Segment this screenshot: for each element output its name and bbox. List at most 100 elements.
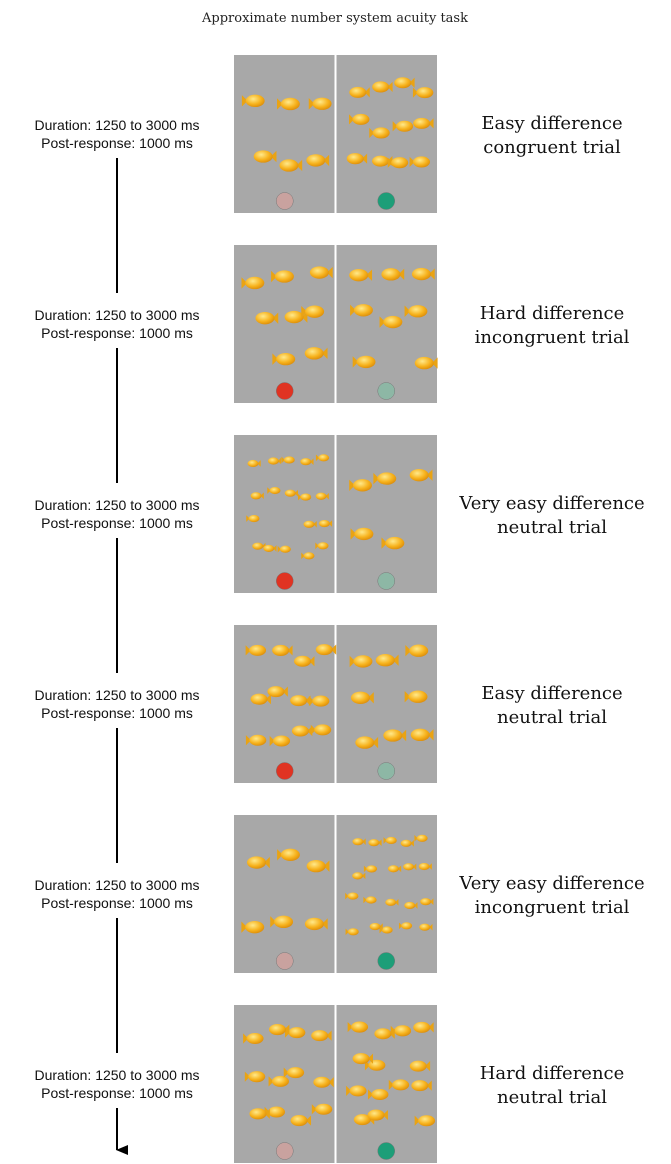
fish-tail [404,305,411,317]
fish-tail [326,266,333,279]
trial-label: Easy difference [481,683,622,704]
fish-body [352,113,370,125]
fish-body [352,838,364,846]
fish-tail [272,312,279,324]
fish-body [356,355,376,369]
response-dot [377,952,395,970]
fish-tail [301,552,305,560]
fish-body [372,155,390,167]
fish-tail [311,1104,317,1115]
fish-body [420,898,432,906]
fish-body [306,154,326,167]
fish-tail [414,1115,420,1126]
fish [241,276,265,290]
fish-body [394,77,412,89]
fish [383,836,397,845]
fish-tail [430,898,434,906]
fish-body [315,644,333,656]
fish [411,267,435,281]
fish-body [313,1076,331,1088]
fish [368,1088,389,1101]
fish-body [303,520,315,528]
fish [313,1076,334,1088]
fish [277,848,300,861]
fish [411,1080,432,1092]
fish [268,1075,289,1087]
fish-body [283,456,295,464]
fish-body [315,1103,333,1115]
fish [245,734,267,746]
fish-tail [350,304,356,316]
fish-tail [398,268,405,281]
fish-tail [363,896,367,904]
response-dot [377,382,395,400]
fish-body [409,644,429,657]
fish-body [354,527,374,541]
duration-text: Duration: 1250 to 3000 ms [35,877,200,893]
fish [308,695,330,707]
fish-tail [321,347,328,360]
fish-body [318,519,330,528]
trial-label: Easy difference [481,113,622,134]
response-dot [377,1142,395,1160]
fish-tail [426,1080,432,1091]
fish-tail [277,849,283,861]
fish-tail [383,837,387,844]
fish-tail [379,316,386,328]
fish-body [312,695,330,707]
fish [283,1067,305,1079]
fish-tail [429,268,435,280]
fish [272,352,296,366]
fish [304,917,328,931]
response-dot [377,572,395,590]
fish-body [300,458,312,466]
fish [309,266,333,279]
fish-tail [413,863,417,871]
fish-tail [414,835,418,842]
fish [290,1115,312,1127]
trial-label: neutral trial [497,517,607,538]
fish [349,86,370,98]
fish [269,735,291,747]
fish [267,686,288,698]
fish-body [418,1115,436,1127]
fish-tail [409,156,415,168]
fish [253,150,277,163]
fish-tail [264,1108,270,1119]
fish-body [250,693,268,705]
fish-tail [369,127,375,139]
fish-body [288,1027,306,1039]
fish-tail [294,489,298,497]
fish-tail [352,356,359,368]
fish-tail [308,695,315,707]
fish-tail [387,157,393,168]
fish-body [263,544,275,552]
fish-body [252,542,264,550]
fish-body [387,865,399,873]
fish-body [276,352,296,366]
fish [249,1108,270,1120]
fish-body [280,97,300,111]
fish-body [272,644,290,656]
fish [279,159,303,172]
fish-tail [277,457,282,465]
fish-tail [287,645,293,656]
fish-body [419,923,431,931]
fish [263,544,277,552]
post-response-text: Post-response: 1000 ms [41,1085,193,1101]
fish-body [347,928,359,936]
fish [306,154,330,167]
fish-tail [260,492,264,500]
fish-body [268,1106,286,1118]
fish [394,77,415,89]
fish-body [353,655,373,668]
fish-tail [301,305,307,318]
fish-tail [269,735,275,747]
fish-tail [379,926,383,934]
fish-body [287,1067,305,1079]
fish [383,729,407,742]
trial: Duration: 1250 to 3000 ms Post-response: … [35,625,623,863]
fish [349,113,370,125]
fish-body [413,156,431,168]
fish-body [411,267,431,281]
